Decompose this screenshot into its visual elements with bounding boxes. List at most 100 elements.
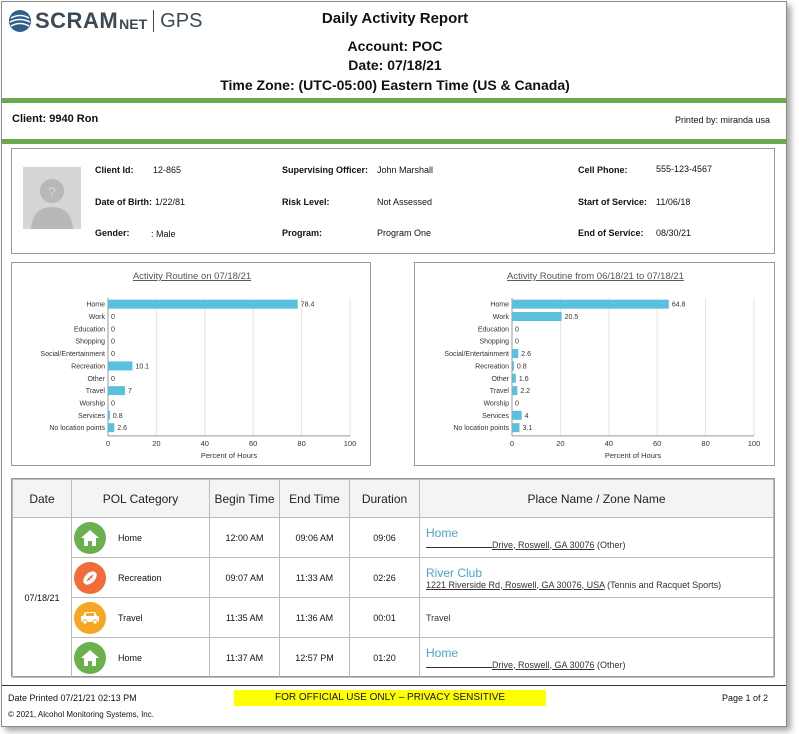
x-tick-label: 80 xyxy=(297,439,305,448)
end-time: 12:57 PM xyxy=(279,637,350,678)
svg-text:?: ? xyxy=(48,184,56,200)
col-pol-category: POL Category xyxy=(71,479,210,518)
data-label: 2.6 xyxy=(117,425,127,432)
report-title: Daily Activity Report xyxy=(321,10,469,27)
bar xyxy=(108,423,115,433)
category-label: Social/Entertainment xyxy=(40,351,105,358)
category-label: Services xyxy=(482,413,509,420)
x-tick-label: 100 xyxy=(748,439,761,448)
printed-by: Printed by: miranda usa xyxy=(674,115,770,125)
category-label: Travel xyxy=(490,388,510,395)
col-date: Date xyxy=(12,479,72,518)
data-label: 0 xyxy=(111,351,115,358)
client-id-label: Client Id: xyxy=(95,165,134,175)
globe-icon xyxy=(9,10,31,32)
x-axis-label: Percent of Hours xyxy=(201,451,258,460)
place-address[interactable]: 1221 Riverside Rd, Roswell, GA 30076, US… xyxy=(426,579,605,590)
place-cell: Home Drive, Roswell, GA 30076 (Other) xyxy=(419,637,774,678)
x-tick-label: 20 xyxy=(152,439,160,448)
dob-value: 1/22/81 xyxy=(155,197,186,207)
data-label: 0.8 xyxy=(113,413,123,420)
bar xyxy=(108,410,110,420)
program-value: Program One xyxy=(377,228,432,238)
category-label: Work xyxy=(89,314,106,321)
bar xyxy=(512,299,669,309)
col-end-time: End Time xyxy=(279,479,350,518)
data-label: 7 xyxy=(128,388,132,395)
table-row: Home 11:37 AM 12:57 PM 01:20 Home Drive,… xyxy=(13,637,774,678)
green-divider-top xyxy=(2,98,786,103)
data-label: 20.5 xyxy=(565,314,579,321)
col-duration: Duration xyxy=(349,479,420,518)
begin-time: 11:37 AM xyxy=(209,637,280,678)
data-label: 0 xyxy=(515,400,519,407)
place-link[interactable]: Home xyxy=(426,525,459,540)
report-timezone: Time Zone: (UTC-05:00) Eastern Time (US … xyxy=(220,77,570,93)
data-label: 1.6 xyxy=(519,376,529,383)
report-account: Account: POC xyxy=(347,38,443,54)
data-label: 2.6 xyxy=(521,351,531,358)
page-number: Page 1 of 2 xyxy=(721,693,768,703)
end-time: 11:33 AM xyxy=(279,557,350,598)
category-cell: Home xyxy=(71,637,210,678)
chart-title: Activity Routine from 06/18/21 to 07/18/… xyxy=(507,271,684,282)
end-time: 11:36 AM xyxy=(279,597,350,638)
category-label: Other xyxy=(87,376,105,383)
x-axis-label: Percent of Hours xyxy=(605,451,662,460)
logo-net: NET xyxy=(119,15,148,32)
category-label: Recreation xyxy=(475,363,509,370)
col-begin-time: Begin Time xyxy=(209,479,280,518)
place-link[interactable]: Home xyxy=(426,645,459,660)
user-silhouette-icon: ? xyxy=(31,179,73,229)
x-tick-label: 100 xyxy=(344,439,357,448)
duration: 00:01 xyxy=(349,597,420,638)
data-label: 0 xyxy=(111,326,115,333)
place-address[interactable]: Drive, Roswell, GA 30076 xyxy=(492,539,595,550)
place-address[interactable]: Drive, Roswell, GA 30076 xyxy=(492,659,595,670)
bar xyxy=(512,386,518,396)
data-label: 0 xyxy=(111,314,115,321)
data-label: 2.2 xyxy=(520,388,530,395)
x-tick-label: 20 xyxy=(556,439,564,448)
category-label: Worship xyxy=(79,400,105,407)
category-label: Home xyxy=(490,302,509,309)
table-row: Recreation 09:07 AM 11:33 AM 02:26 River… xyxy=(13,557,774,598)
scram-logo: SCRAM NET GPS xyxy=(8,8,202,34)
place-zone: (Tennis and Racquet Sports) xyxy=(604,579,722,590)
data-label: 0 xyxy=(111,376,115,383)
gender-label: Gender: xyxy=(95,228,130,238)
place-cell: Travel xyxy=(419,597,774,638)
data-label: 78.4 xyxy=(301,302,315,309)
client-info-box: ? Client Id: 12-865 Date of Birth: 1/22/… xyxy=(11,148,775,254)
chart-title: Activity Routine on 07/18/21 xyxy=(133,271,251,282)
bar xyxy=(512,410,522,420)
begin-time: 11:35 AM xyxy=(209,597,280,638)
end-time: 09:06 AM xyxy=(279,517,350,558)
category-label: Social/Entertainment xyxy=(444,351,509,358)
data-label: 0.8 xyxy=(517,363,527,370)
home-icon xyxy=(74,641,106,674)
logo-brand: SCRAM xyxy=(35,8,119,33)
gender-value: : Male xyxy=(151,229,176,239)
data-label: 64.8 xyxy=(672,302,686,309)
risk-label: Risk Level: xyxy=(282,197,330,207)
client-id-value: 12-865 xyxy=(153,165,182,175)
bar xyxy=(512,373,516,383)
place-cell: Home Drive, Roswell, GA 30076 (Other) xyxy=(419,517,774,558)
place-cell: River Club 1221 Riverside Rd, Roswell, G… xyxy=(419,557,774,598)
date-printed: Date Printed 07/21/21 02:13 PM xyxy=(8,693,137,703)
bar xyxy=(512,423,520,433)
table-header-row: Date POL Category Begin Time End Time Du… xyxy=(12,479,774,518)
bar xyxy=(108,386,125,396)
category-label: Education xyxy=(74,326,105,333)
duration: 09:06 xyxy=(349,517,420,558)
category-cell: Home xyxy=(71,517,210,558)
end-label: End of Service: xyxy=(578,228,644,238)
client-line: Client: 9940 Ron xyxy=(12,113,99,125)
category-label: Home xyxy=(118,532,143,543)
start-value: 11/06/18 xyxy=(656,197,691,207)
category-cell: Recreation xyxy=(71,557,210,598)
copyright: © 2021, Alcohol Monitoring Systems, Inc. xyxy=(8,710,154,719)
category-label: No location points xyxy=(453,425,509,432)
place-link[interactable]: River Club xyxy=(426,565,483,580)
